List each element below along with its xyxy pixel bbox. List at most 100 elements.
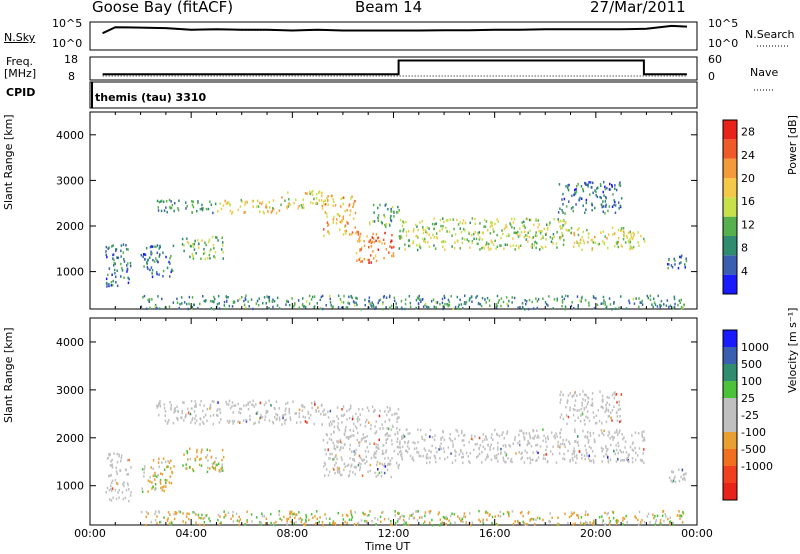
scatter-cell <box>109 453 111 456</box>
scatter-cell <box>627 454 630 457</box>
scatter-cell <box>474 222 476 226</box>
scatter-cell <box>117 482 119 486</box>
scatter-cell <box>246 519 248 522</box>
scatter-cell <box>465 300 468 304</box>
scatter-cell <box>568 515 571 519</box>
scatter-cell <box>411 514 413 517</box>
scatter-cell <box>572 523 574 526</box>
scatter-cell <box>238 411 240 414</box>
scatter-cell <box>218 421 221 424</box>
scatter-cell <box>577 516 580 520</box>
scatter-cell <box>498 299 500 302</box>
scatter-cell <box>231 211 234 214</box>
scatter-cell <box>200 418 202 421</box>
scatter-cell <box>169 475 172 478</box>
scatter-cell <box>201 448 203 451</box>
scatter-cell <box>613 302 615 305</box>
scatter-cell <box>570 514 572 517</box>
scatter-cell <box>638 305 640 309</box>
scatter-cell <box>162 275 164 278</box>
scatter-cell <box>382 452 385 455</box>
scatter-cell <box>409 514 411 517</box>
scatter-cell <box>401 236 403 240</box>
scatter-cell <box>358 441 360 444</box>
scatter-cell <box>469 221 471 225</box>
scatter-cell <box>397 445 400 449</box>
scatter-cell <box>191 242 194 246</box>
scatter-cell <box>249 418 251 421</box>
scatter-cell <box>311 193 314 197</box>
colorbar-segment <box>723 120 737 140</box>
scatter-cell <box>318 520 320 524</box>
scatter-cell <box>375 239 377 243</box>
scatter-cell <box>145 246 148 250</box>
scatter-cell <box>340 205 342 208</box>
scatter-cell <box>459 227 461 230</box>
scatter-cell <box>222 469 224 472</box>
scatter-cell <box>344 225 346 228</box>
scatter-cell <box>461 431 463 435</box>
scatter-cell <box>538 229 540 233</box>
scatter-cell <box>461 222 464 225</box>
scatter-cell <box>227 201 230 204</box>
scatter-cell <box>210 203 213 206</box>
scatter-cell <box>577 435 579 438</box>
scatter-cell <box>361 408 364 411</box>
scatter-cell <box>439 524 441 527</box>
scatter-cell <box>342 446 344 450</box>
scatter-cell <box>185 463 187 466</box>
scatter-cell <box>474 443 477 446</box>
scatter-cell <box>172 244 175 248</box>
scatter-cell <box>462 455 464 459</box>
scatter-cell <box>374 425 376 428</box>
scatter-cell <box>388 418 391 421</box>
scatter-cell <box>238 515 240 519</box>
scatter-cell <box>292 400 294 403</box>
scatter-cell <box>298 511 300 514</box>
scatter-cell <box>667 266 669 270</box>
scatter-cell <box>446 456 449 459</box>
scatter-cell <box>342 405 345 408</box>
scatter-cell <box>581 295 583 299</box>
scatter-cell <box>582 522 585 525</box>
freq-right-tick-high: 60 <box>708 53 722 66</box>
scatter-cell <box>609 437 611 440</box>
scatter-cell <box>601 205 603 209</box>
scatter-cell <box>286 401 289 405</box>
scatter-cell <box>348 408 350 411</box>
scatter-cell <box>646 515 649 518</box>
scatter-cell <box>419 454 422 458</box>
scatter-cell <box>397 466 400 470</box>
scatter-cell <box>544 457 547 461</box>
scatter-cell <box>553 298 556 301</box>
scatter-cell <box>181 243 184 246</box>
scatter-cell <box>229 209 232 213</box>
scatter-cell <box>586 183 588 186</box>
scatter-cell <box>489 232 492 235</box>
scatter-cell <box>429 521 431 525</box>
scatter-cell <box>304 416 306 419</box>
scatter-cell <box>581 453 583 456</box>
scatter-cell <box>144 253 147 257</box>
scatter-cell <box>159 402 161 406</box>
scatter-cell <box>358 258 360 261</box>
scatter-cell <box>567 415 570 419</box>
scatter-cell <box>652 305 654 309</box>
scatter-cell <box>543 227 545 231</box>
scatter-cell <box>572 459 574 462</box>
scatter-cell <box>600 302 602 305</box>
scatter-cell <box>144 258 146 261</box>
scatter-cell <box>526 522 528 526</box>
scatter-cell <box>464 229 466 232</box>
scatter-cell <box>349 511 352 514</box>
scatter-cell <box>641 430 643 434</box>
scatter-cell <box>115 281 117 284</box>
scatter-cell <box>683 473 686 476</box>
scatter-cell <box>559 416 562 419</box>
scatter-cell <box>323 234 325 237</box>
scatter-cell <box>391 424 394 428</box>
scatter-cell <box>680 298 682 302</box>
scatter-cell <box>364 298 366 302</box>
scatter-cell <box>145 307 148 310</box>
scatter-cell <box>163 516 165 519</box>
